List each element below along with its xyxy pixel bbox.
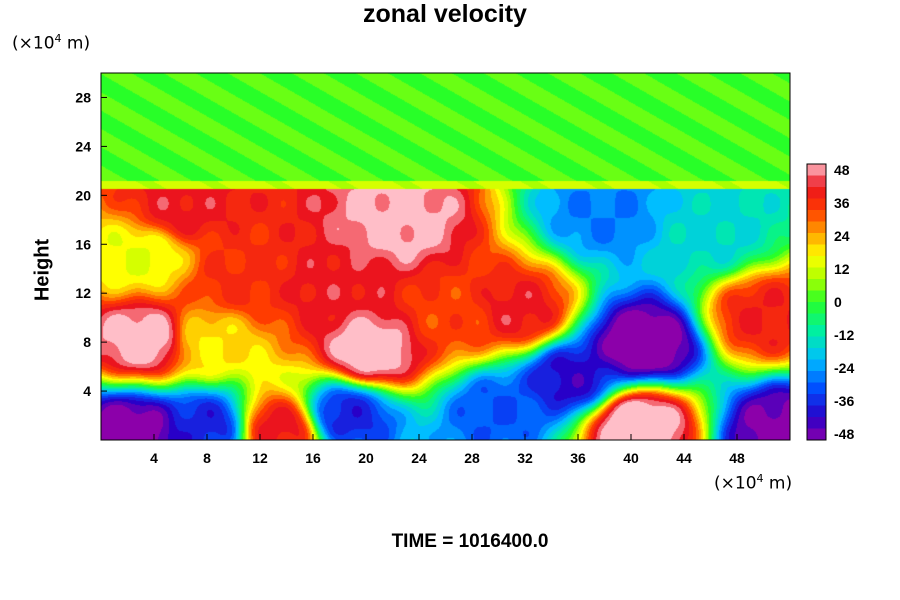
colorbar-band bbox=[807, 290, 826, 303]
x-tick-label: 48 bbox=[729, 450, 745, 466]
chart-title: zonal velocity bbox=[363, 0, 527, 28]
x-tick-label: 32 bbox=[517, 450, 533, 466]
colorbar-band bbox=[807, 394, 826, 406]
colorbar-band bbox=[807, 164, 826, 176]
colorbar-band bbox=[807, 348, 826, 360]
x-tick-label: 44 bbox=[676, 450, 692, 466]
colorbar-band bbox=[807, 302, 826, 314]
x-tick-label: 28 bbox=[464, 450, 480, 466]
y-unit-label: (×104 m) bbox=[12, 32, 91, 54]
colorbar: 48 36 24 12 0 -12 -24 -36 -48 bbox=[806, 162, 854, 442]
colorbar-band bbox=[807, 233, 826, 245]
x-unit-label: (×104 m) bbox=[714, 472, 793, 494]
colorbar-tick-label: -48 bbox=[834, 426, 854, 442]
y-axis-ticks: 4 8 12 16 20 24 28 bbox=[75, 89, 107, 399]
colorbar-tick-label: -12 bbox=[834, 327, 854, 343]
colorbar-band bbox=[807, 175, 826, 188]
colorbar-band bbox=[807, 198, 826, 211]
x-tick-label: 4 bbox=[150, 450, 158, 466]
colorbar-tick-label: -36 bbox=[834, 393, 854, 409]
colorbar-tick-label: -24 bbox=[834, 360, 854, 376]
x-axis-ticks: 4 8 12 16 20 24 28 32 36 40 44 48 bbox=[150, 434, 745, 466]
y-tick-label: 28 bbox=[75, 89, 91, 105]
colorbar-tick-label: 0 bbox=[834, 294, 842, 310]
colorbar-band bbox=[807, 371, 826, 383]
colorbar-band bbox=[807, 359, 826, 372]
colorbar-band bbox=[807, 187, 826, 199]
colorbar-tick-label: 36 bbox=[834, 195, 850, 211]
x-tick-label: 36 bbox=[570, 450, 586, 466]
x-tick-label: 24 bbox=[411, 450, 427, 466]
colorbar-band bbox=[807, 336, 826, 349]
plot-area bbox=[100, 72, 791, 441]
y-tick-label: 20 bbox=[75, 187, 91, 203]
y-tick-label: 12 bbox=[75, 285, 91, 301]
colorbar-tick-label: 12 bbox=[834, 261, 850, 277]
colorbar-frame bbox=[806, 163, 827, 441]
y-tick-label: 24 bbox=[75, 138, 91, 154]
colorbar-band bbox=[807, 279, 826, 291]
x-tick-label: 40 bbox=[623, 450, 639, 466]
plot-frame bbox=[100, 72, 791, 441]
x-tick-label: 12 bbox=[252, 450, 268, 466]
colorbar-band bbox=[807, 244, 826, 257]
colorbar-band bbox=[807, 428, 826, 441]
x-tick-label: 8 bbox=[203, 450, 211, 466]
colorbar-band bbox=[807, 267, 826, 280]
y-tick-label: 4 bbox=[83, 383, 91, 399]
x-tick-label: 16 bbox=[305, 450, 321, 466]
x-tick-label: 20 bbox=[358, 450, 374, 466]
colorbar-tick-label: 48 bbox=[834, 162, 850, 178]
time-label: TIME = 1016400.0 bbox=[391, 531, 549, 552]
colorbar-band bbox=[807, 382, 826, 395]
colorbar-band bbox=[807, 210, 826, 222]
colorbar-band bbox=[807, 325, 826, 337]
colorbar-band bbox=[807, 405, 826, 418]
velocity-field-canvas bbox=[101, 73, 790, 440]
colorbar-band bbox=[807, 221, 826, 234]
colorbar-band bbox=[807, 417, 826, 429]
y-tick-label: 16 bbox=[75, 236, 91, 252]
colorbar-band bbox=[807, 256, 826, 268]
colorbar-tick-label: 24 bbox=[834, 228, 850, 244]
y-tick-label: 8 bbox=[83, 334, 91, 350]
colorbar-band bbox=[807, 313, 826, 326]
